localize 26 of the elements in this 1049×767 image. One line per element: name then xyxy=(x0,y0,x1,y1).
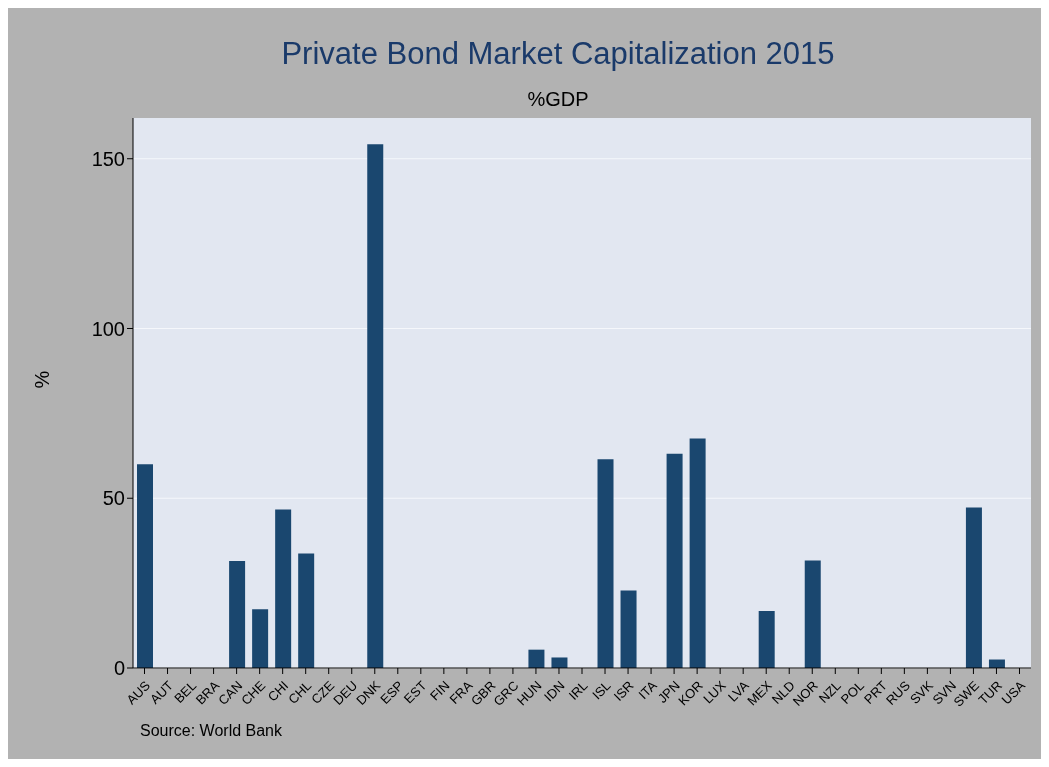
y-axis-title: % xyxy=(31,370,55,389)
y-tick-label: 0 xyxy=(113,657,125,680)
source-note: Source: World Bank xyxy=(140,722,282,740)
bar xyxy=(229,561,246,668)
bar xyxy=(666,453,683,668)
bar xyxy=(298,553,315,668)
chart-subtitle: %GDP xyxy=(526,88,590,111)
y-tick-label: 50 xyxy=(102,487,125,510)
y-tick-label: 150 xyxy=(91,147,125,170)
bar xyxy=(620,590,637,668)
x-tick-label: IRL xyxy=(565,677,591,703)
bar xyxy=(965,507,982,668)
chart-title: Private Bond Market Capitalization 2015 xyxy=(280,36,836,72)
y-tick-label: 100 xyxy=(91,317,125,340)
bar xyxy=(758,610,775,668)
bar xyxy=(689,438,706,668)
bar xyxy=(275,509,292,668)
bar xyxy=(597,459,614,668)
bar xyxy=(252,609,269,668)
bar xyxy=(804,560,821,668)
x-tick-label: IDN xyxy=(541,677,568,705)
bar xyxy=(367,144,384,668)
bar xyxy=(137,464,153,668)
x-tick-label: ITA xyxy=(635,677,660,703)
bar xyxy=(528,649,545,668)
bar xyxy=(551,657,568,668)
